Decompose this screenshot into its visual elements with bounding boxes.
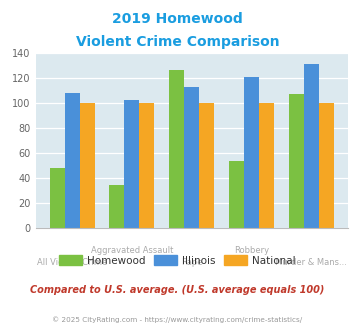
Bar: [289, 94, 304, 228]
Text: Aggravated Assault: Aggravated Assault: [91, 246, 173, 255]
Text: All Violent Crime: All Violent Crime: [37, 258, 107, 267]
Bar: [184, 86, 199, 228]
Bar: [80, 103, 94, 228]
Text: Rape: Rape: [181, 258, 202, 267]
Legend: Homewood, Illinois, National: Homewood, Illinois, National: [55, 251, 300, 270]
Bar: [140, 103, 154, 228]
Text: Compared to U.S. average. (U.S. average equals 100): Compared to U.S. average. (U.S. average …: [30, 285, 325, 295]
Bar: [259, 103, 274, 228]
Text: Murder & Mans...: Murder & Mans...: [275, 258, 347, 267]
Bar: [229, 161, 244, 228]
Bar: [319, 103, 334, 228]
Text: Violent Crime Comparison: Violent Crime Comparison: [76, 35, 279, 49]
Bar: [169, 70, 184, 228]
Bar: [244, 77, 259, 228]
Bar: [125, 100, 140, 228]
Bar: [50, 168, 65, 228]
Bar: [65, 93, 80, 228]
Text: 2019 Homewood: 2019 Homewood: [112, 12, 243, 25]
Bar: [109, 185, 125, 228]
Text: Robbery: Robbery: [234, 246, 269, 255]
Bar: [304, 64, 319, 228]
Text: © 2025 CityRating.com - https://www.cityrating.com/crime-statistics/: © 2025 CityRating.com - https://www.city…: [53, 317, 302, 323]
Bar: [199, 103, 214, 228]
